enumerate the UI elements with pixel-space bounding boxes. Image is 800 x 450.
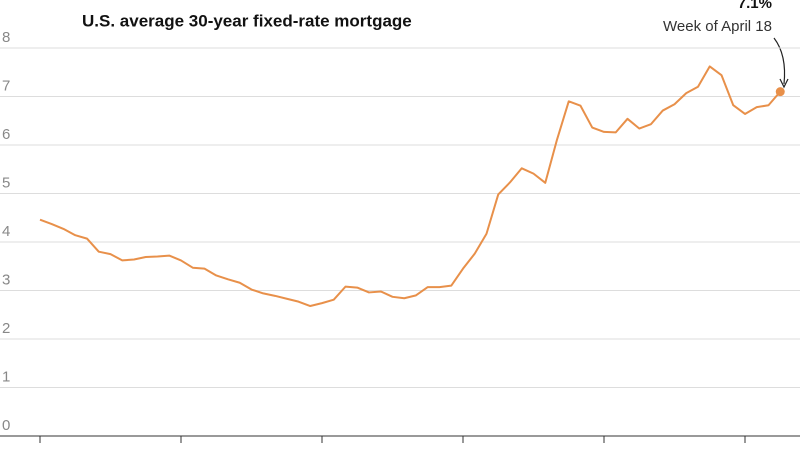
end-dot xyxy=(775,87,785,97)
annotation-value: 7.1% xyxy=(738,0,772,12)
annotation-note: Week of April 18 xyxy=(663,18,772,35)
y-tick-label: 1 xyxy=(2,368,10,385)
y-tick-label: 4 xyxy=(2,223,10,240)
annotation-arrowhead xyxy=(779,78,789,89)
chart-title: U.S. average 30-year fixed-rate mortgage xyxy=(82,11,412,30)
y-tick-label: 7 xyxy=(2,77,10,94)
y-tick-label: 2 xyxy=(2,320,10,337)
line xyxy=(39,65,782,308)
y-tick-label: 5 xyxy=(2,174,10,191)
y-tick-label: 3 xyxy=(2,271,10,288)
annotation-arrow xyxy=(773,37,786,85)
y-tick-label: 6 xyxy=(2,126,10,143)
y-tick-label: 0 xyxy=(2,417,10,434)
y-tick-label: 8 xyxy=(2,29,10,46)
